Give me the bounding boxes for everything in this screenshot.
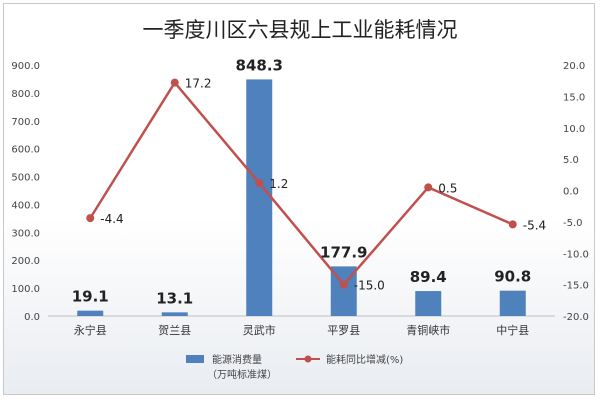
- right-axis-tick-label: -10.0: [563, 249, 589, 260]
- bar-value-label: 90.8: [494, 268, 531, 286]
- left-axis-tick-label: 400.0: [11, 200, 40, 211]
- line-series: [86, 78, 517, 289]
- line-point: [86, 214, 95, 223]
- right-axis-tick-label: -20.0: [563, 312, 589, 323]
- x-axis-category-label: 平罗县: [327, 324, 360, 337]
- right-axis-tick-label: 20.0: [563, 61, 585, 72]
- bar: [415, 291, 442, 316]
- line-path: [89, 80, 514, 287]
- line-value-label: -4.4: [100, 212, 123, 226]
- bar-value-label: 177.9: [320, 243, 367, 261]
- line-point: [170, 78, 179, 87]
- line-value-label: -15.0: [354, 279, 385, 293]
- right-axis-tick-label: 15.0: [563, 92, 585, 103]
- right-axis-tick-label: -5.0: [563, 218, 583, 229]
- left-axis-tick-label: 100.0: [11, 284, 40, 295]
- legend: 能源消费量 （万吨标准煤） 能耗同比增减(%): [186, 353, 403, 381]
- bar-value-label: 19.1: [72, 288, 109, 306]
- left-axis-tick-label: 200.0: [11, 256, 40, 267]
- right-axis-tick-label: 0.0: [563, 187, 579, 198]
- bar-value-label: 13.1: [156, 289, 193, 307]
- legend-line-label: 能耗同比增减(%): [326, 353, 403, 366]
- line-point: [424, 183, 433, 192]
- x-axis-category-label: 永宁县: [74, 323, 107, 337]
- left-axis-tick-label: 500.0: [11, 173, 40, 184]
- x-axis-category-label: 灵武市: [243, 323, 276, 337]
- left-axis-tick-label: 700.0: [11, 117, 40, 128]
- bars: [77, 79, 526, 317]
- data-labels: 19.1 13.1 848.3 177.9 89.4 90.8 -4.4 17.2 1.2 -15…: [72, 56, 546, 307]
- legend-bar-label-line1: 能源消费量: [212, 353, 262, 366]
- left-axis-tick-label: 300.0: [11, 228, 40, 239]
- bar-value-label: 89.4: [410, 268, 447, 286]
- right-axis-tick-label: 5.0: [563, 155, 579, 166]
- x-axis-category-label: 贺兰县: [158, 324, 191, 337]
- legend-line-marker: [304, 355, 312, 363]
- line-point: [339, 280, 348, 289]
- left-axis-tick-label: 900.0: [11, 61, 40, 72]
- left-axis-tick-label: 0.0: [24, 312, 40, 323]
- x-axis-category-label: 中宁县: [496, 323, 529, 337]
- line-point: [255, 178, 264, 187]
- line-point: [508, 220, 517, 229]
- legend-bar-label-line2: （万吨标准煤）: [207, 368, 277, 381]
- chart-title: 一季度川区六县规上工业能耗情况: [143, 18, 458, 42]
- left-axis-tick-label: 800.0: [11, 89, 40, 100]
- bar-value-label: 848.3: [236, 56, 283, 74]
- line-value-label: -5.4: [523, 218, 546, 232]
- right-axis-tick-label: 10.0: [563, 124, 585, 135]
- line-value-label: 17.2: [185, 77, 212, 91]
- right-axis-tick-label: -15.0: [563, 281, 589, 292]
- line-value-label: 1.2: [269, 177, 288, 191]
- bar: [499, 290, 526, 316]
- left-axis-tick-label: 600.0: [11, 145, 40, 156]
- legend-bar-swatch: [186, 355, 204, 363]
- bar: [161, 312, 188, 316]
- x-axis-category-label: 青铜峡市: [406, 323, 450, 337]
- axes: 0.0 100.0 200.0 300.0 400.0 500.0 600.0 700.0 80…: [11, 61, 589, 337]
- bar: [77, 310, 104, 316]
- bar: [246, 79, 273, 317]
- line-value-label: 0.5: [438, 181, 457, 195]
